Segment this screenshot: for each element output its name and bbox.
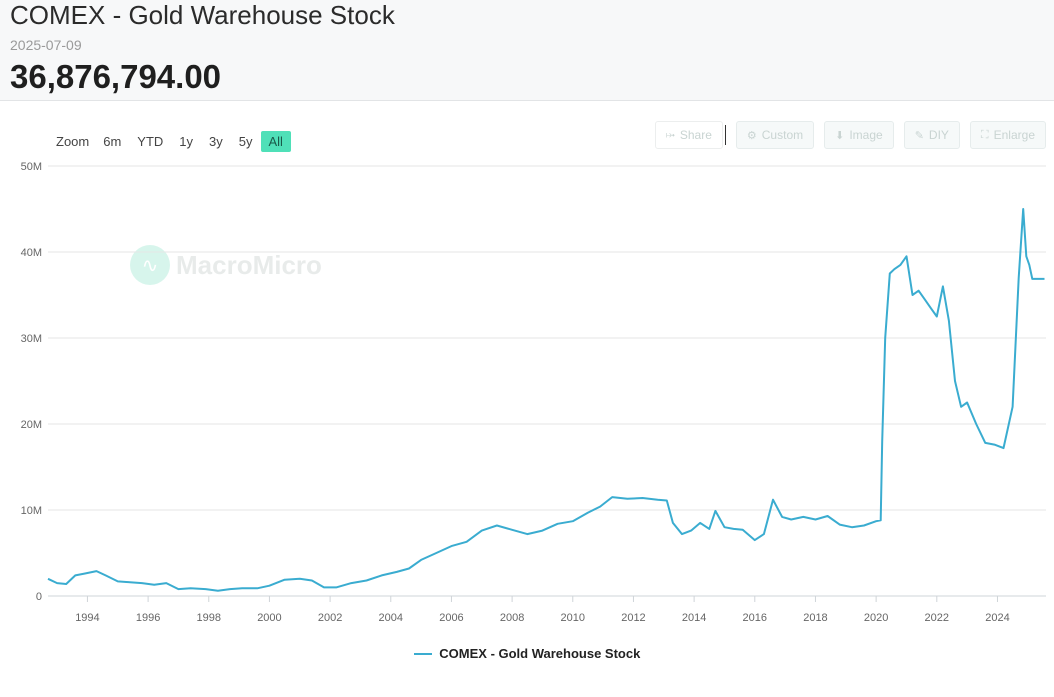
x-tick-label: 2020 bbox=[864, 612, 888, 624]
enlarge-label: Enlarge bbox=[993, 128, 1035, 142]
x-tick-label: 1994 bbox=[75, 612, 99, 624]
x-tick-label: 2018 bbox=[803, 612, 827, 624]
range-button-6m[interactable]: 6m bbox=[103, 134, 122, 149]
y-tick-label: 10M bbox=[21, 505, 42, 517]
range-button-5y[interactable]: 5y bbox=[238, 134, 253, 149]
range-button-ytd[interactable]: YTD bbox=[137, 134, 164, 149]
pencil-icon: ✎ bbox=[914, 129, 924, 142]
image-button[interactable]: ⬇ Image bbox=[824, 121, 894, 149]
latest-date: 2025-07-09 bbox=[10, 37, 82, 53]
y-tick-label: 20M bbox=[21, 419, 42, 431]
custom-label: Custom bbox=[761, 128, 804, 142]
gear-icon: ⚙ bbox=[746, 129, 757, 142]
x-tick-label: 1996 bbox=[136, 612, 160, 624]
x-tick-label: 2004 bbox=[379, 612, 403, 624]
diy-label: DIY bbox=[928, 128, 949, 142]
download-icon: ⬇ bbox=[835, 129, 845, 142]
chart-toolbar: ⤠ Share ⚙ Custom ⬇ Image ✎ DIY ⛶ Enlarge bbox=[645, 121, 1046, 149]
text-cursor bbox=[724, 125, 726, 145]
page-title: COMEX - Gold Warehouse Stock bbox=[10, 0, 395, 30]
zoom-label: Zoom bbox=[56, 134, 90, 149]
image-label: Image bbox=[849, 128, 883, 142]
share-button[interactable]: ⤠ Share bbox=[655, 121, 723, 149]
x-tick-label: 2006 bbox=[439, 612, 463, 624]
y-tick-label: 50M bbox=[21, 161, 42, 173]
x-tick-label: 2002 bbox=[318, 612, 342, 624]
range-button-1y[interactable]: 1y bbox=[179, 134, 194, 149]
x-tick-label: 1998 bbox=[197, 612, 221, 624]
enlarge-button[interactable]: ⛶ Enlarge bbox=[969, 121, 1046, 149]
range-button-all[interactable]: All bbox=[260, 131, 291, 152]
range-button-3y[interactable]: 3y bbox=[209, 134, 223, 149]
range-selector: Zoom 6m YTD 1y 3y 5y All bbox=[56, 131, 291, 152]
x-tick-label: 2014 bbox=[682, 612, 706, 624]
expand-icon: ⛶ bbox=[980, 128, 989, 141]
x-tick-label: 2000 bbox=[257, 612, 281, 624]
share-icon: ⤠ bbox=[666, 128, 675, 141]
y-tick-label: 0 bbox=[36, 591, 42, 603]
y-tick-label: 40M bbox=[21, 247, 42, 259]
x-tick-label: 2008 bbox=[500, 612, 524, 624]
x-tick-label: 2016 bbox=[743, 612, 767, 624]
x-tick-label: 2022 bbox=[925, 612, 949, 624]
series-line bbox=[47, 208, 1045, 592]
line-chart: 0 10M 20M 30M 40M 50M 1994 1996 1998 2000 2002 2004… bbox=[21, 161, 1046, 624]
latest-value: 36,876,794.00 bbox=[10, 58, 222, 95]
legend-label: COMEX - Gold Warehouse Stock bbox=[439, 646, 641, 661]
header: COMEX - Gold Warehouse Stock 2025-07-09 … bbox=[0, 0, 1054, 101]
share-label: Share bbox=[679, 128, 712, 142]
custom-button[interactable]: ⚙ Custom bbox=[735, 121, 815, 149]
watermark-text: MacroMicro bbox=[176, 249, 322, 280]
y-tick-label: 30M bbox=[21, 333, 42, 345]
x-tick-label: 2010 bbox=[561, 612, 585, 624]
legend-swatch bbox=[413, 652, 432, 655]
diy-button[interactable]: ✎ DIY bbox=[903, 121, 960, 149]
x-tick-label: 2024 bbox=[985, 612, 1009, 624]
legend[interactable]: COMEX - Gold Warehouse Stock bbox=[0, 646, 1054, 661]
x-tick-label: 2012 bbox=[621, 612, 645, 624]
